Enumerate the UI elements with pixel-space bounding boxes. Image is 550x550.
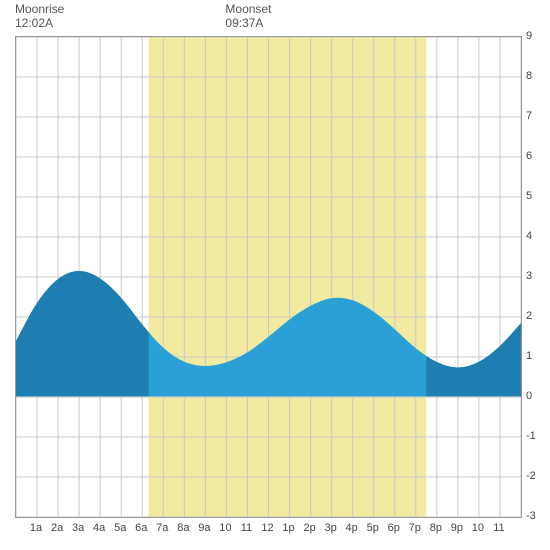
y-tick-label: 8	[526, 70, 532, 82]
x-tick-label: 1a	[30, 522, 42, 534]
x-axis-labels: 1a 2a 3a 4a 5a 6a 7a 8a 9a 10 11 12 1p 2p 3p 4p 5p 6p 7p 8p…	[15, 522, 520, 538]
x-tick-label: 3a	[72, 522, 84, 534]
y-tick-label: 5	[526, 190, 532, 202]
moonrise-title: Moonrise	[15, 2, 64, 16]
x-tick-label: 7a	[156, 522, 168, 534]
tide-chart: Moonrise 12:02A Moonset 09:37A 1a 2a 3a 4a 5…	[0, 0, 550, 550]
y-tick-label: 2	[526, 310, 532, 322]
y-tick-label: 3	[526, 270, 532, 282]
x-tick-label: 10	[472, 522, 484, 534]
y-tick-label: -1	[526, 430, 536, 442]
y-tick-label: 7	[526, 110, 532, 122]
x-tick-label: 6p	[388, 522, 400, 534]
plot-area	[15, 36, 522, 518]
x-tick-label: 3p	[325, 522, 337, 534]
moonrise-time: 12:02A	[15, 16, 64, 30]
moonset-time: 09:37A	[225, 16, 271, 30]
y-tick-label: -2	[526, 470, 536, 482]
x-tick-label: 10	[219, 522, 231, 534]
y-axis-labels: -3-2-10123456789	[526, 36, 550, 516]
x-tick-label: 11	[241, 522, 252, 534]
x-tick-label: 5p	[367, 522, 379, 534]
y-tick-label: 0	[526, 390, 532, 402]
x-tick-label: 9p	[451, 522, 463, 534]
x-tick-label: 12	[261, 522, 273, 534]
y-tick-label: -3	[526, 510, 536, 522]
x-tick-label: 6a	[135, 522, 147, 534]
y-tick-label: 6	[526, 150, 532, 162]
y-tick-label: 1	[526, 350, 532, 362]
x-tick-label: 4p	[346, 522, 358, 534]
x-tick-label: 1p	[282, 522, 294, 534]
moonrise-label: Moonrise 12:02A	[15, 2, 64, 31]
x-tick-label: 11	[493, 522, 504, 534]
y-tick-label: 4	[526, 230, 532, 242]
x-tick-label: 4a	[93, 522, 105, 534]
x-tick-label: 2a	[51, 522, 63, 534]
x-tick-label: 8a	[177, 522, 189, 534]
x-tick-label: 5a	[114, 522, 126, 534]
moonset-label: Moonset 09:37A	[225, 2, 271, 31]
x-tick-label: 2p	[303, 522, 315, 534]
moonset-title: Moonset	[225, 2, 271, 16]
x-tick-label: 8p	[430, 522, 442, 534]
y-tick-label: 9	[526, 30, 532, 42]
x-tick-label: 7p	[409, 522, 421, 534]
x-tick-label: 9a	[198, 522, 210, 534]
